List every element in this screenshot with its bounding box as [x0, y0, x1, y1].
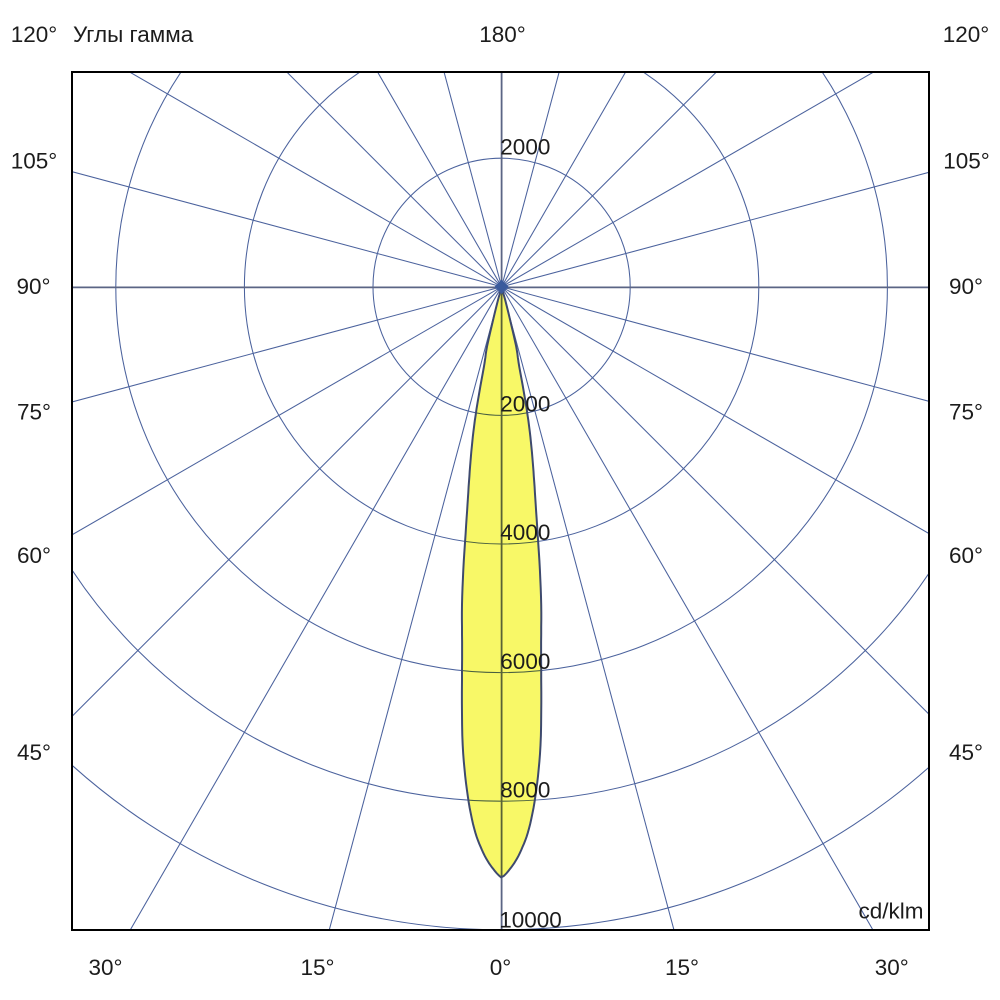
svg-text:75°: 75° — [17, 399, 51, 424]
svg-text:Углы гамма: Углы гамма — [73, 22, 194, 47]
svg-text:105°: 105° — [943, 149, 990, 174]
svg-text:105°: 105° — [11, 149, 58, 174]
svg-text:cd/klm: cd/klm — [858, 899, 923, 924]
svg-text:2000: 2000 — [500, 392, 550, 417]
svg-text:45°: 45° — [17, 740, 51, 765]
svg-text:10000: 10000 — [499, 907, 562, 932]
svg-text:60°: 60° — [949, 543, 983, 568]
svg-text:15°: 15° — [300, 955, 334, 980]
svg-text:75°: 75° — [949, 399, 983, 424]
svg-text:120°: 120° — [11, 22, 58, 47]
svg-text:60°: 60° — [17, 543, 51, 568]
svg-text:2000: 2000 — [500, 134, 550, 159]
svg-text:4000: 4000 — [500, 520, 550, 545]
svg-text:45°: 45° — [949, 740, 983, 765]
svg-text:180°: 180° — [479, 22, 526, 47]
svg-text:0°: 0° — [490, 955, 512, 980]
svg-text:120°: 120° — [943, 22, 990, 47]
svg-text:15°: 15° — [665, 955, 699, 980]
svg-text:30°: 30° — [875, 955, 909, 980]
svg-text:90°: 90° — [949, 274, 983, 299]
svg-text:90°: 90° — [16, 274, 50, 299]
svg-text:8000: 8000 — [500, 777, 550, 802]
svg-text:6000: 6000 — [500, 649, 550, 674]
svg-text:30°: 30° — [88, 955, 122, 980]
